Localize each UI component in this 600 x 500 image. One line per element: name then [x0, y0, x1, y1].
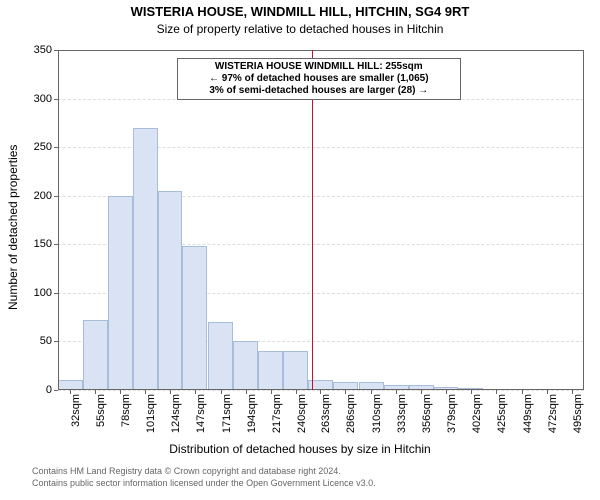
chart-subtitle: Size of property relative to detached ho… [0, 22, 600, 36]
callout-box: WISTERIA HOUSE WINDMILL HILL: 255sqm← 97… [177, 58, 461, 100]
ytick-label: 200 [34, 190, 52, 202]
ytick-label: 50 [40, 335, 52, 347]
plot-area: 05010015020025030035032sqm55sqm78sqm101s… [58, 50, 584, 390]
chart-title: WISTERIA HOUSE, WINDMILL HILL, HITCHIN, … [0, 4, 600, 19]
ytick-label: 350 [34, 44, 52, 56]
ytick-label: 300 [34, 93, 52, 105]
ytick-mark [54, 390, 58, 391]
xtick-label: 32sqm [70, 394, 82, 427]
histogram-bar [108, 196, 133, 390]
callout-line-3: 3% of semi-detached houses are larger (2… [184, 85, 454, 97]
xtick-label: 286sqm [345, 394, 357, 433]
ytick-label: 0 [46, 384, 52, 396]
reference-line [312, 50, 313, 390]
footer-line-1: Contains HM Land Registry data © Crown c… [32, 466, 341, 476]
histogram-bar [208, 322, 233, 390]
histogram-bar [258, 351, 283, 390]
histogram-bar [133, 128, 158, 390]
ytick-label: 250 [34, 141, 52, 153]
chart-container: { "chart": { "type": "histogram", "title… [0, 0, 600, 500]
xtick-label: 495sqm [572, 394, 584, 433]
x-axis-label: Distribution of detached houses by size … [0, 442, 600, 456]
xtick-label: 124sqm [170, 394, 182, 433]
ytick-label: 100 [34, 287, 52, 299]
axis-border [58, 50, 59, 390]
axis-border [58, 389, 584, 390]
xtick-label: 310sqm [371, 394, 383, 433]
callout-line-2: ← 97% of detached houses are smaller (1,… [184, 73, 454, 85]
xtick-label: 356sqm [421, 394, 433, 433]
xtick-label: 402sqm [471, 394, 483, 433]
footer-line-2: Contains public sector information licen… [32, 478, 376, 488]
histogram-bar [83, 320, 108, 390]
xtick-label: 263sqm [320, 394, 332, 433]
xtick-label: 78sqm [120, 394, 132, 427]
xtick-label: 147sqm [195, 394, 207, 433]
histogram-bar [182, 246, 207, 390]
xtick-label: 379sqm [446, 394, 458, 433]
y-axis-label: Number of detached properties [6, 145, 20, 310]
xtick-label: 217sqm [271, 394, 283, 433]
xtick-label: 333sqm [396, 394, 408, 433]
xtick-label: 472sqm [547, 394, 559, 433]
xtick-label: 55sqm [95, 394, 107, 427]
xtick-label: 171sqm [221, 394, 233, 433]
xtick-label: 240sqm [296, 394, 308, 433]
ytick-label: 150 [34, 238, 52, 250]
histogram-bar [233, 341, 258, 390]
xtick-label: 449sqm [522, 394, 534, 433]
histogram-bar [158, 191, 183, 390]
xtick-label: 101sqm [145, 394, 157, 433]
axis-border [583, 50, 584, 390]
xtick-label: 194sqm [246, 394, 258, 433]
histogram-bar [283, 351, 308, 390]
callout-line-1: WISTERIA HOUSE WINDMILL HILL: 255sqm [184, 61, 454, 73]
axis-border [58, 50, 584, 51]
xtick-label: 425sqm [496, 394, 508, 433]
